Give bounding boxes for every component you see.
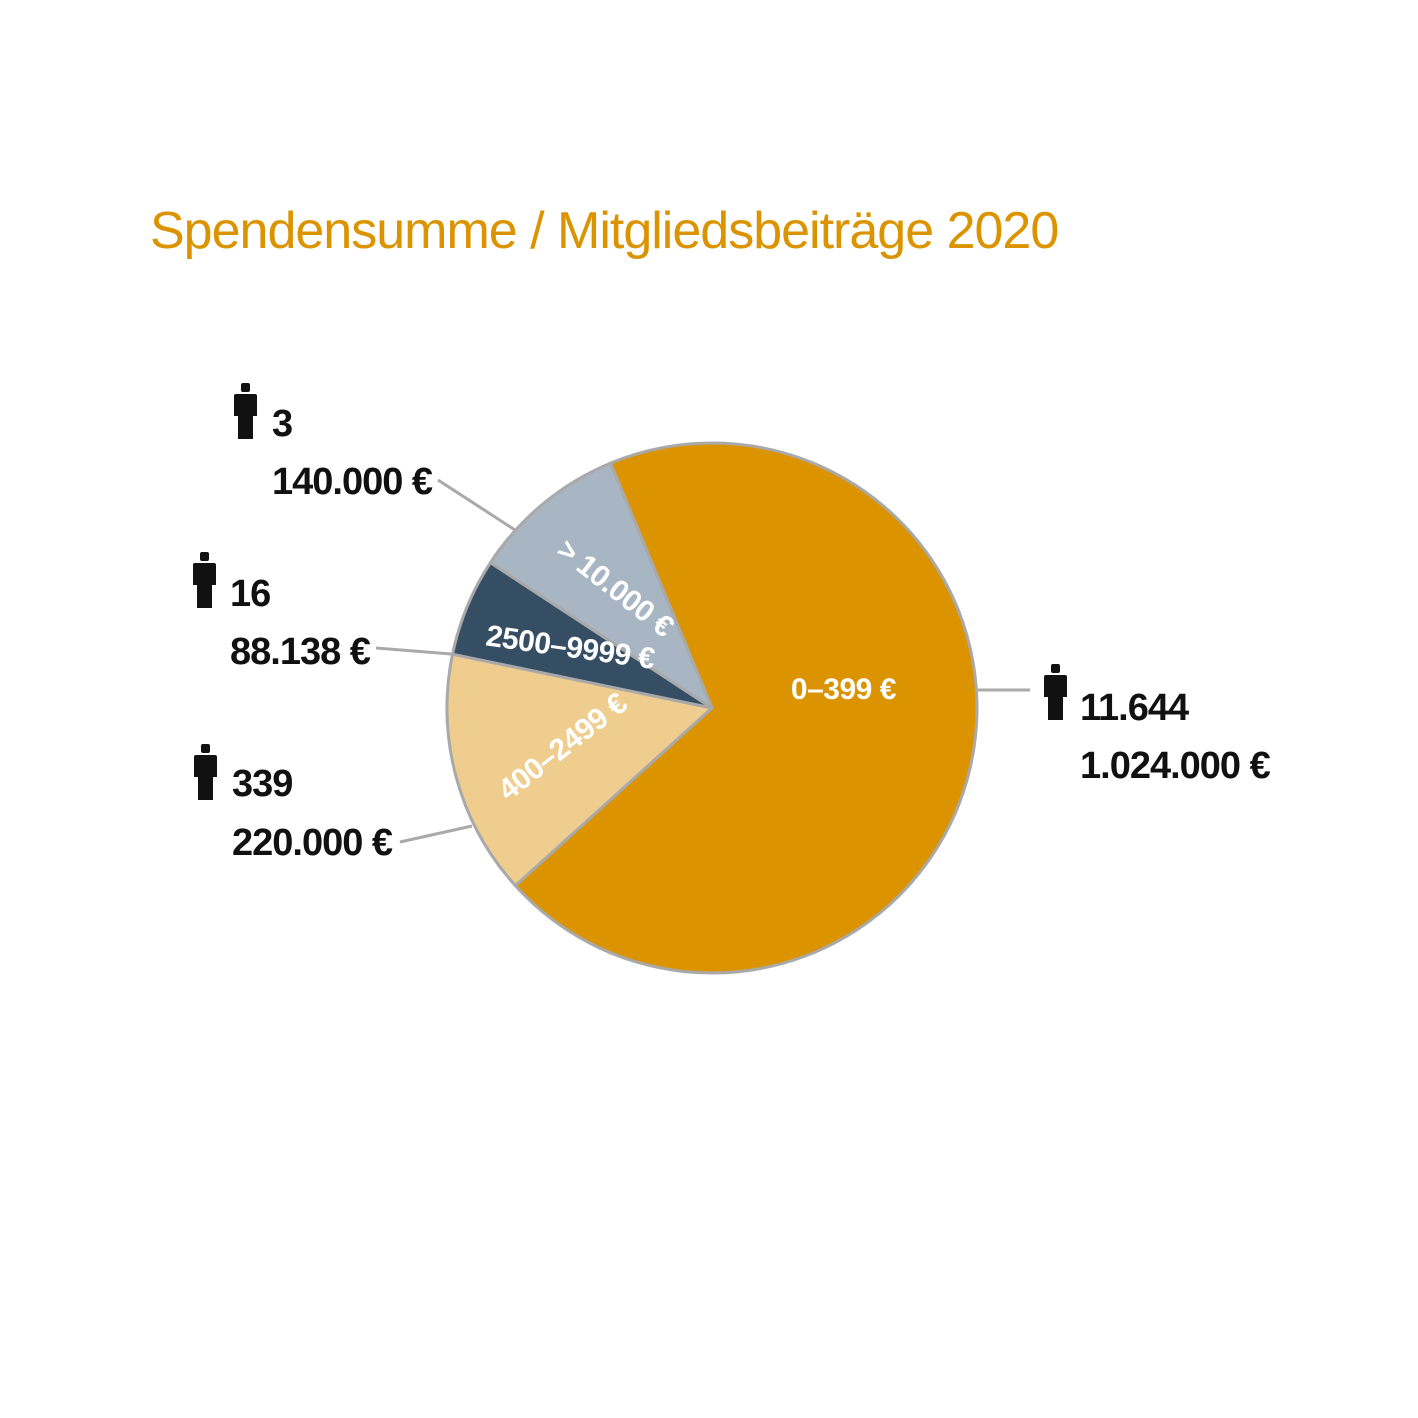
pie-slice xyxy=(488,461,714,710)
person-icon xyxy=(193,552,216,608)
slice-label: 0–399 € xyxy=(791,673,897,706)
leader-line xyxy=(437,478,516,532)
person-icon xyxy=(1044,664,1067,720)
pie-slices xyxy=(445,441,979,975)
amount-label: 140.000 € xyxy=(272,461,433,503)
leader-line xyxy=(399,824,473,844)
amount-label: 88.138 € xyxy=(230,631,371,673)
person-icon xyxy=(194,744,217,800)
donor-count: 11.644 xyxy=(1080,687,1189,729)
amount-label: 1.024.000 € xyxy=(1080,745,1271,787)
pie-slice xyxy=(513,441,979,975)
donor-count: 3 xyxy=(272,403,292,445)
callouts: 11.644 1.024.000 € 339 220.000 € 16 88.138 € 3… xyxy=(193,383,1272,864)
donor-count: 339 xyxy=(232,763,292,805)
chart-title: Spendensumme / Mitgliedsbeiträge 2020 xyxy=(150,202,1058,260)
leader-lines xyxy=(375,478,1030,844)
leader-line xyxy=(375,646,452,656)
person-icon xyxy=(234,383,257,439)
donor-count: 16 xyxy=(230,573,270,615)
amount-label: 220.000 € xyxy=(232,822,393,864)
pie-slice xyxy=(445,652,714,888)
